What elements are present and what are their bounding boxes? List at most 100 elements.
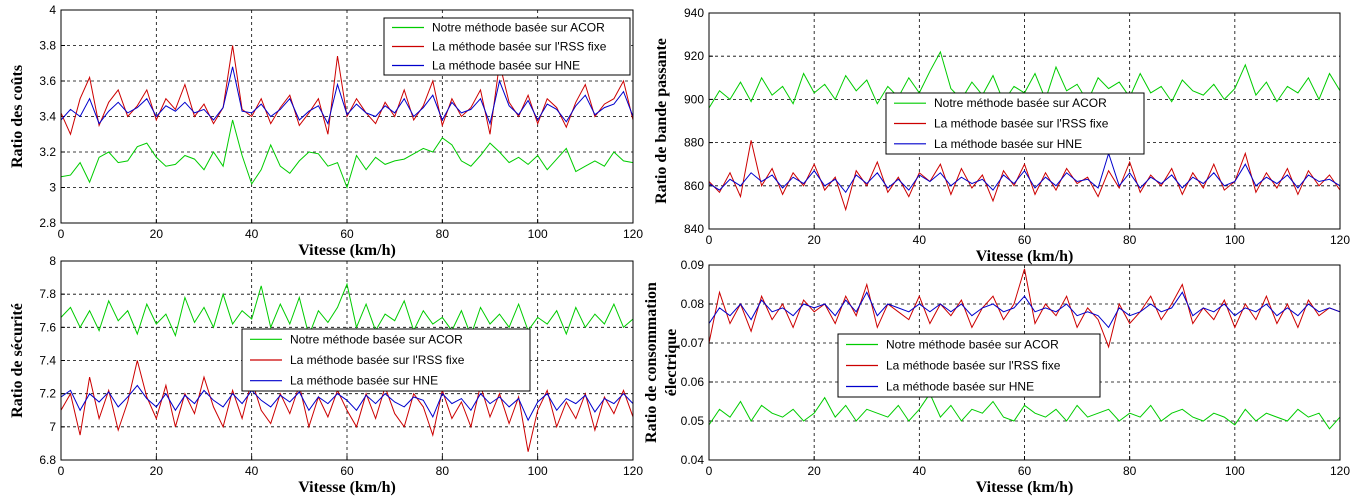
plot-frame [708, 264, 1341, 461]
y-tick-label: 4 [49, 3, 56, 17]
chart-1: 0 20 40 60 80 100 120 2.8 3 3.2 3.4 3.6 3.8 4 Vitesse … [9, 3, 643, 259]
series-line-acor [60, 282, 634, 338]
legend-label-rss: La méthode basée sur l'RSS fixe [432, 40, 607, 54]
y-axis-label: électrique [663, 329, 680, 397]
plot-frame [60, 260, 634, 461]
y-tick-label: 0.08 [681, 297, 705, 311]
x-tick-label: 120 [1330, 233, 1350, 247]
x-tick-label: 80 [1123, 464, 1137, 478]
plot-frame [60, 9, 634, 224]
chart-4: 0 20 40 60 80 100 120 0.04 0.05 0.06 0.07 0.08 0.09 V… [643, 258, 1350, 496]
x-tick-label: 60 [1018, 233, 1032, 247]
y-tick-label: 880 [684, 136, 704, 150]
x-tick-label: 40 [245, 227, 259, 241]
y-tick-label: 6.8 [39, 453, 56, 467]
x-tick-label: 120 [623, 464, 643, 478]
legend: Notre méthode basée sur ACOR La méthode b… [383, 17, 631, 76]
y-tick-label: 7.8 [39, 287, 56, 301]
x-axis-label: Vitesse (km/h) [298, 242, 396, 259]
x-tick-label: 0 [58, 464, 65, 478]
y-tick-label: 2.8 [39, 216, 56, 230]
x-tick-label: 60 [340, 227, 354, 241]
x-axis-label: Vitesse (km/h) [976, 479, 1074, 496]
y-tick-label: 8 [49, 254, 56, 268]
legend-label-rss: La méthode basée sur l'RSS fixe [886, 359, 1061, 373]
y-tick-label: 920 [684, 49, 704, 63]
series-line-hne [60, 66, 634, 126]
x-tick-label: 40 [913, 464, 927, 478]
y-axis-label: Ratio de consommation [643, 282, 660, 443]
y-tick-label: 940 [684, 6, 704, 20]
y-tick-label: 0.05 [681, 414, 705, 428]
x-tick-label: 100 [1225, 233, 1245, 247]
y-tick-label: 7 [49, 420, 56, 434]
x-axis-label: Vitesse (km/h) [298, 479, 396, 496]
legend-label-rss: La méthode basée sur l'RSS fixe [290, 353, 465, 367]
legend-label-acor: Notre méthode basée sur ACOR [886, 338, 1059, 352]
series-line-rss [708, 268, 1341, 349]
legend-box [383, 17, 631, 76]
y-tick-label: 0.07 [681, 336, 705, 350]
y-axis-label: Ratio de sécurité [9, 303, 26, 418]
chart-2: 0 20 40 60 80 100 120 840 860 880 900 920 940 Vitesse… [653, 6, 1350, 265]
series-line-rss [60, 360, 634, 452]
x-tick-label: 20 [807, 233, 821, 247]
legend-label-hne: La méthode basée sur HNE [934, 137, 1082, 151]
x-tick-label: 100 [1225, 464, 1245, 478]
x-tick-label: 120 [1330, 464, 1350, 478]
y-tick-label: 3.2 [39, 145, 56, 159]
legend-label-hne: La méthode basée sur HNE [432, 59, 580, 73]
y-tick-label: 0.09 [681, 258, 705, 272]
series-line-acor [60, 119, 634, 190]
y-tick-label: 0.04 [681, 453, 705, 467]
legend: Notre méthode basée sur ACOR La méthode b… [241, 328, 531, 392]
y-tick-label: 3.4 [39, 110, 56, 124]
x-tick-label: 0 [706, 233, 713, 247]
plot-frame [708, 12, 1341, 230]
y-tick-label: 3 [49, 181, 56, 195]
x-tick-label: 40 [245, 464, 259, 478]
chart-3: 0 20 40 60 80 100 120 6.8 7 7.2 7.4 7.6 7.8 8 Vitesse … [9, 254, 643, 496]
legend-label-acor: Notre méthode basée sur ACOR [432, 21, 605, 35]
legend: Notre méthode basée sur ACOR La méthode b… [837, 333, 1101, 398]
x-tick-label: 100 [528, 227, 548, 241]
x-axis-label: Vitesse (km/h) [976, 248, 1074, 265]
legend-label-rss: La méthode basée sur l'RSS fixe [934, 117, 1109, 131]
series-line-rss [60, 45, 634, 136]
legend-box [885, 92, 1145, 155]
x-tick-label: 20 [150, 464, 164, 478]
x-tick-label: 60 [340, 464, 354, 478]
y-tick-label: 840 [684, 222, 704, 236]
y-tick-label: 900 [684, 92, 704, 106]
y-axis-label: Ratio de bande passante [653, 38, 670, 204]
y-tick-label: 0.06 [681, 375, 705, 389]
y-tick-label: 7.2 [39, 387, 56, 401]
y-axis-label: Ratio des coûts [9, 65, 26, 168]
legend-label-hne: La méthode basée sur HNE [290, 374, 438, 388]
x-tick-label: 0 [58, 227, 65, 241]
series-line-hne [708, 291, 1341, 329]
legend-label-acor: Notre méthode basée sur ACOR [290, 332, 463, 346]
x-tick-label: 40 [913, 233, 927, 247]
y-tick-label: 3.6 [39, 74, 56, 88]
series-line-hne [708, 151, 1341, 194]
series-line-hne [60, 384, 634, 422]
legend-label-hne: La méthode basée sur HNE [886, 380, 1034, 394]
legend: Notre méthode basée sur ACOR La méthode b… [885, 92, 1145, 155]
y-tick-label: 7.6 [39, 320, 56, 334]
legend-box [837, 333, 1101, 398]
x-tick-label: 0 [706, 464, 713, 478]
y-tick-label: 3.8 [39, 39, 56, 53]
x-tick-label: 120 [623, 227, 643, 241]
x-tick-label: 80 [436, 227, 450, 241]
x-tick-label: 80 [1123, 233, 1137, 247]
legend-label-acor: Notre méthode basée sur ACOR [934, 96, 1107, 110]
series-line-acor [708, 392, 1341, 430]
y-tick-label: 7.4 [39, 354, 56, 368]
x-tick-label: 60 [1018, 464, 1032, 478]
x-tick-label: 100 [528, 464, 548, 478]
legend-box [241, 328, 531, 392]
x-tick-label: 80 [436, 464, 450, 478]
x-tick-label: 20 [150, 227, 164, 241]
